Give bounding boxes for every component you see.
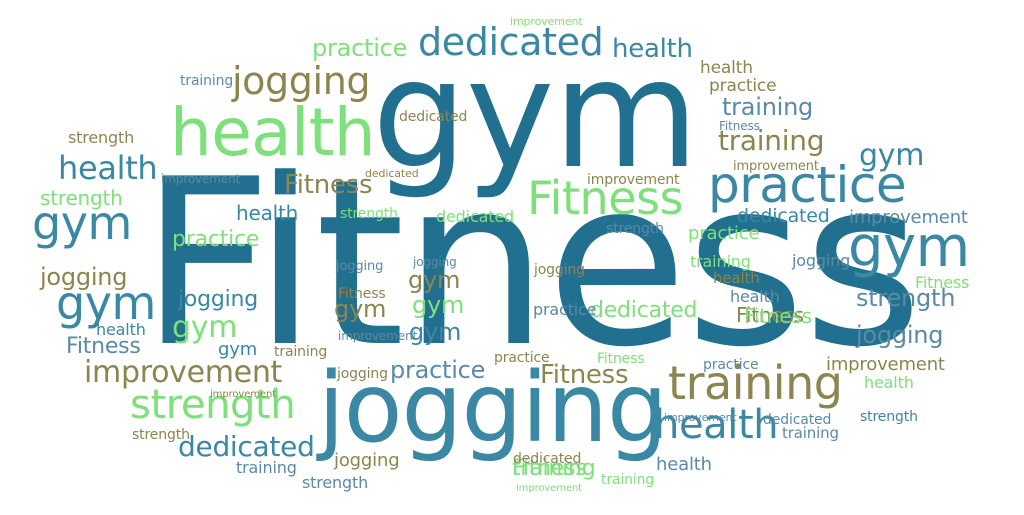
cloud-word: dedicated xyxy=(418,20,604,64)
cloud-word: practice xyxy=(172,227,260,252)
cloud-word: Fitness xyxy=(66,334,141,359)
cloud-word: Fitness xyxy=(140,131,923,398)
cloud-word: health xyxy=(864,373,914,392)
cloud-word: strength xyxy=(130,382,296,428)
cloud-word: dedicated xyxy=(365,167,419,180)
cloud-word: health xyxy=(96,320,146,339)
cloud-word: improvement xyxy=(826,354,945,375)
cloud-word: improvement xyxy=(587,172,680,188)
cloud-word: Fitness xyxy=(915,273,970,292)
cloud-word: health xyxy=(730,287,780,306)
cloud-word: health xyxy=(58,149,158,187)
cloud-word: gym xyxy=(408,266,461,294)
cloud-word: health xyxy=(656,454,712,475)
cloud-word: jogging xyxy=(178,287,258,312)
cloud-word: jogging xyxy=(318,352,668,464)
cloud-word: training xyxy=(690,252,751,271)
cloud-word: practice xyxy=(709,76,777,96)
cloud-word: Fitness xyxy=(338,286,386,302)
cloud-word: strength xyxy=(302,473,369,492)
cloud-word: training xyxy=(512,456,596,481)
cloud-word: dedicated xyxy=(590,298,698,323)
cloud-word: jogging xyxy=(534,262,585,278)
cloud-word: training xyxy=(668,356,843,410)
cloud-word: training xyxy=(236,458,297,477)
cloud-word: strength xyxy=(606,221,664,237)
cloud-word: dedicated xyxy=(399,109,468,125)
cloud-word: jogging xyxy=(856,321,944,349)
cloud-word: training xyxy=(601,472,655,488)
cloud-word: strength xyxy=(860,409,918,425)
cloud-word: Fitness xyxy=(540,360,629,390)
cloud-word: improvement xyxy=(210,389,276,400)
cloud-word: improvement xyxy=(161,172,241,186)
cloud-word: strength xyxy=(856,284,956,312)
cloud-word: dedicated xyxy=(763,412,832,428)
cloud-word: dedicated xyxy=(737,205,830,227)
cloud-word: practice xyxy=(494,350,550,366)
cloud-word: practice xyxy=(708,156,907,214)
cloud-word: Fitness xyxy=(744,304,812,328)
cloud-word: Fitness xyxy=(736,303,804,327)
cloud-word: improvement xyxy=(84,355,282,390)
cloud-word: jogging xyxy=(232,59,371,103)
cloud-word: jogging xyxy=(337,366,388,382)
cloud-word: health xyxy=(612,34,693,64)
cloud-word: gym xyxy=(372,28,699,202)
cloud-word: dedicated xyxy=(513,451,582,467)
cloud-word: training xyxy=(722,93,814,121)
cloud-word: health xyxy=(654,402,779,448)
cloud-word: jogging xyxy=(40,263,128,291)
cloud-word: health xyxy=(713,269,760,287)
cloud-word: gym xyxy=(56,276,156,330)
cloud-word: Fitness xyxy=(527,171,684,225)
cloud-word: gym xyxy=(409,318,462,346)
cloud-word: jogging xyxy=(413,255,457,269)
cloud-word: jogging xyxy=(792,251,851,270)
cloud-word: improvement xyxy=(516,483,582,494)
cloud-word: jogging xyxy=(336,259,384,274)
cloud-word: gym xyxy=(859,138,925,173)
cloud-word: practice xyxy=(390,356,486,384)
cloud-word: training xyxy=(782,424,839,442)
cloud-word: strength xyxy=(340,206,398,222)
cloud-word: jogging xyxy=(334,450,400,471)
cloud-word: training xyxy=(718,124,825,157)
cloud-word: strength xyxy=(132,427,190,443)
cloud-word: gym xyxy=(334,295,387,323)
cloud-word: dedicated xyxy=(178,430,315,463)
cloud-word: health xyxy=(700,58,753,78)
cloud-word: practice xyxy=(533,300,597,319)
cloud-word: gym xyxy=(172,310,238,345)
cloud-word: Fitness xyxy=(284,170,373,200)
cloud-word: practice xyxy=(688,223,760,244)
cloud-word: Fitness xyxy=(597,351,645,367)
cloud-word: health xyxy=(170,94,376,171)
cloud-word: improvement xyxy=(664,411,737,424)
cloud-word: gym xyxy=(218,339,258,360)
cloud-word: improvement xyxy=(510,15,583,28)
cloud-word: improvement xyxy=(849,207,968,228)
cloud-word: improvement xyxy=(338,329,418,343)
cloud-word: gym xyxy=(32,196,132,250)
cloud-word: training xyxy=(274,344,328,360)
cloud-word: dedicated xyxy=(436,207,515,226)
cloud-word: strength xyxy=(40,186,123,210)
cloud-word: strength xyxy=(68,128,135,147)
cloud-word: health xyxy=(236,201,299,225)
cloud-word: gym xyxy=(848,215,970,280)
cloud-word: training xyxy=(180,73,234,89)
cloud-word: improvement xyxy=(733,159,819,174)
cloud-word: Fitness xyxy=(719,119,760,133)
cloud-word: gym xyxy=(412,291,465,319)
cloud-word: practice xyxy=(703,357,759,373)
cloud-word: Fitness xyxy=(512,456,587,481)
cloud-word: practice xyxy=(312,34,408,62)
